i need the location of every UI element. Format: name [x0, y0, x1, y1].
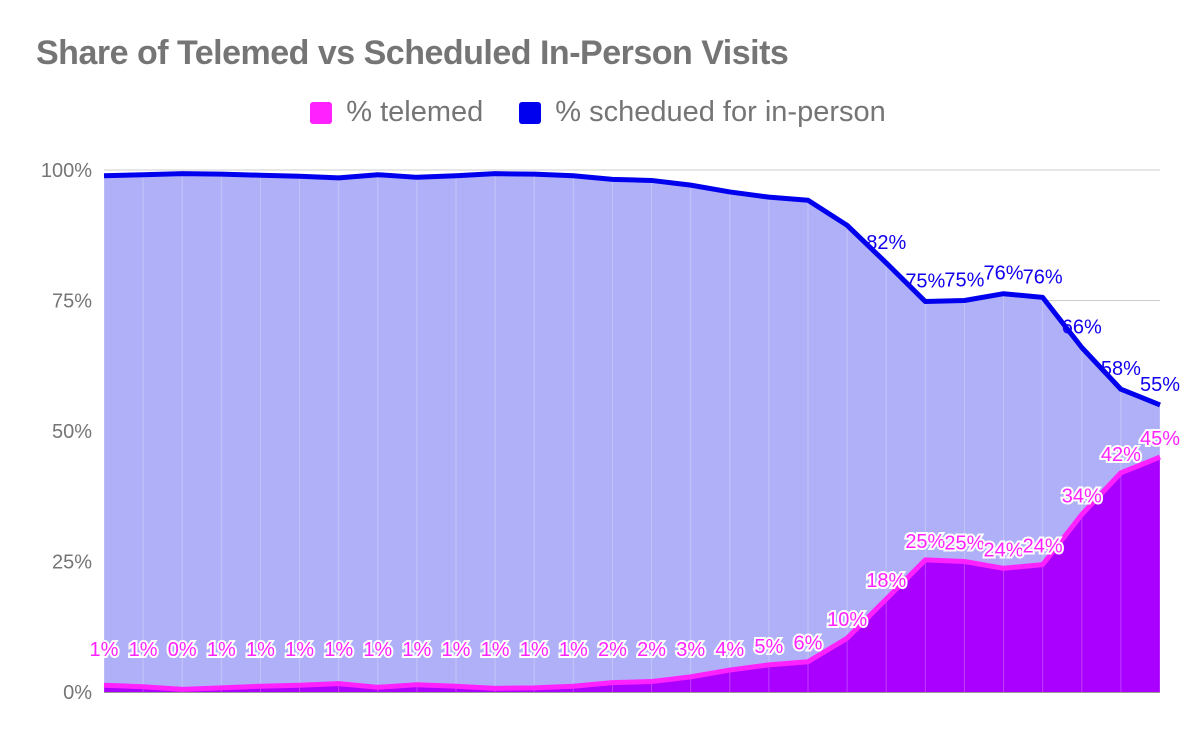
- legend-item-telemed: % telemed: [310, 96, 483, 129]
- data-label-telemed: 1%: [285, 639, 314, 661]
- data-label-telemed: 1%: [363, 639, 392, 661]
- data-label-telemed: 1%: [559, 639, 588, 661]
- area-in-person: [104, 173, 1160, 693]
- line-telemed: [103, 454, 1161, 692]
- data-label-telemed: 10%: [827, 609, 867, 631]
- data-label-in-person: 55%: [1140, 374, 1180, 396]
- data-label-telemed: 45%: [1140, 428, 1180, 450]
- legend: % telemed % schedued for in-person: [0, 96, 1196, 129]
- legend-item-in-person: % schedued for in-person: [519, 96, 886, 129]
- legend-label-telemed: % telemed: [346, 96, 484, 128]
- legend-label-in-person: % schedued for in-person: [555, 96, 886, 128]
- data-label-telemed: 1%: [481, 639, 510, 661]
- data-label-telemed: 0%: [168, 639, 197, 661]
- data-label-in-person: 82%: [866, 232, 906, 254]
- data-label-telemed: 1%: [402, 639, 431, 661]
- data-label-telemed: 5%: [754, 636, 783, 658]
- data-label-telemed: 42%: [1101, 444, 1141, 466]
- line-in-person: [103, 171, 1161, 408]
- data-label-telemed: 34%: [1062, 486, 1102, 508]
- y-tick-label: 75%: [52, 291, 92, 313]
- data-label-telemed: 3%: [676, 639, 705, 661]
- data-label-telemed: 1%: [207, 639, 236, 661]
- data-label-telemed: 1%: [520, 639, 549, 661]
- data-label-in-person: 76%: [1023, 266, 1063, 288]
- data-label-telemed: 24%: [1023, 536, 1063, 558]
- y-tick-label: 0%: [63, 682, 92, 704]
- legend-swatch-in-person: [519, 101, 542, 124]
- y-tick-label: 100%: [41, 160, 92, 182]
- area-telemed: [104, 457, 1160, 692]
- data-label-telemed: 1%: [324, 639, 353, 661]
- data-label-in-person: 66%: [1062, 316, 1102, 338]
- data-label-in-person: 75%: [944, 270, 984, 292]
- data-label-telemed: 24%: [984, 539, 1024, 561]
- y-tick-label: 50%: [52, 421, 92, 443]
- chart-title: Share of Telemed vs Scheduled In-Person …: [36, 34, 789, 72]
- data-label-telemed: 4%: [715, 639, 744, 661]
- data-label-telemed: 6%: [794, 633, 823, 655]
- data-label-telemed: 25%: [905, 531, 945, 553]
- data-label-in-person: 75%: [905, 271, 945, 293]
- data-label-telemed: 2%: [598, 639, 627, 661]
- legend-swatch-telemed: [310, 101, 333, 124]
- data-label-in-person: 58%: [1101, 358, 1141, 380]
- data-label-telemed: 18%: [866, 570, 906, 592]
- y-tick-label: 25%: [52, 552, 92, 574]
- data-label-telemed: 1%: [246, 639, 275, 661]
- data-label-telemed: 25%: [944, 533, 984, 555]
- data-label-telemed: 1%: [90, 639, 119, 661]
- data-label-telemed: 1%: [129, 639, 158, 661]
- data-label-telemed: 2%: [637, 639, 666, 661]
- data-label-in-person: 76%: [984, 263, 1024, 285]
- data-label-telemed: 1%: [442, 639, 471, 661]
